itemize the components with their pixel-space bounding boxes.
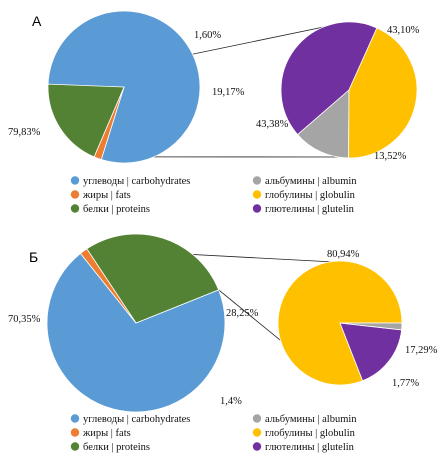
main-label-fats: 1,60% [194, 30, 221, 41]
legend-marker-fats [70, 190, 80, 199]
legend-marker-proteins [70, 204, 80, 213]
legend-marker-glutelin [252, 204, 262, 213]
panel-b-letter: Б [29, 249, 38, 265]
legend-entry-albumin: альбумины | albumin [265, 414, 357, 425]
legend-entry-albumin: альбумины | albumin [265, 176, 357, 187]
legend-entry-globulin: глобулины | globulin [265, 428, 356, 439]
breakout-label-globulin: 80,94% [327, 249, 360, 260]
main-slice-fats [79, 248, 137, 324]
main-slice-proteins [86, 233, 220, 324]
legend-marker-glutelin [252, 442, 262, 451]
main-label-proteins: 19,17% [212, 87, 245, 98]
main-slice-proteins [47, 83, 125, 158]
main-label-carbohydrates: 70,35% [8, 314, 41, 325]
legend-entry-proteins: белки | proteins [83, 204, 150, 215]
breakout-label-albumin: 13,52% [374, 151, 407, 162]
breakout-slice-albumin [339, 322, 403, 331]
breakout-label-glutelin: 43,10% [387, 25, 420, 36]
main-label-proteins: 28,25% [226, 308, 259, 319]
legend-entry-proteins: белки | proteins [83, 442, 150, 453]
breakout-slice-glutelin [339, 322, 403, 382]
breakout-slice-albumin [297, 89, 350, 159]
legend-marker-fats [70, 428, 80, 437]
panel-a: 79,83% 1,60% 19,17% 43,10% 13,52% 43,38% углев… [8, 10, 420, 215]
breakout-label-albumin: 1,77% [392, 378, 419, 389]
legend-marker-globulin [252, 428, 262, 437]
legend-entry-glutelin: глютелины | glutelin [265, 442, 355, 453]
legend-entry-glutelin: глютелины | glutelin [265, 204, 355, 215]
legend-marker-albumin [252, 414, 262, 423]
main-slice-carbohydrates [46, 252, 226, 413]
legend-marker-carbohydrates [70, 414, 80, 423]
main-label-carbohydrates: 79,83% [8, 127, 41, 138]
legend-marker-globulin [252, 190, 262, 199]
main-label-fats: 1,4% [220, 396, 242, 407]
breakout-slice-glutelin [280, 21, 378, 136]
panel-b: 70,35% 28,25% 1,4% 80,94% 17,29% 1,77% углевод… [8, 233, 438, 453]
legend-entry-carbohydrates: углеводы | carbohydrates [83, 414, 190, 425]
legend-marker-albumin [252, 176, 262, 185]
breakout-slice-globulin [348, 27, 418, 159]
breakout-label-glutelin: 17,29% [405, 345, 438, 356]
legend-entry-globulin: глобулины | globulin [265, 190, 356, 201]
legend-entry-carbohydrates: углеводы | carbohydrates [83, 176, 190, 187]
legend-marker-proteins [70, 442, 80, 451]
legend-entry-fats: жиры | fats [82, 428, 131, 439]
legend-entry-fats: жиры | fats [82, 190, 131, 201]
panel-a-letter: А [32, 13, 42, 29]
breakout-label-globulin: 43,38% [256, 119, 289, 130]
legend-marker-carbohydrates [70, 176, 80, 185]
